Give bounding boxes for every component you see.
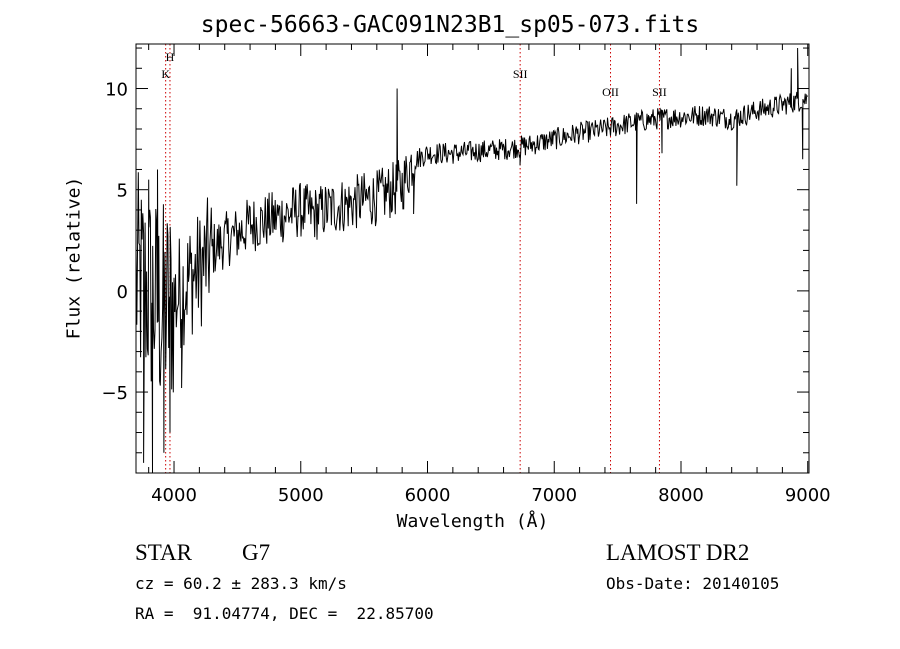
spectral-subclass: G7 — [242, 540, 271, 565]
y-tick-label: −5 — [101, 383, 128, 404]
survey-name: LAMOST DR2 — [606, 540, 750, 565]
line-marker-label: H — [166, 50, 175, 64]
x-tick-label: 6000 — [405, 485, 451, 506]
x-tick-label: 9000 — [785, 485, 831, 506]
x-tick-label: 8000 — [658, 485, 704, 506]
x-tick-label: 5000 — [278, 485, 324, 506]
line-marker-label: SII — [652, 85, 667, 99]
y-tick-label: 5 — [117, 181, 128, 202]
y-tick-label: 10 — [105, 80, 128, 101]
object-class: STAR — [135, 540, 192, 565]
coordinates: RA = 91.04774, DEC = 22.85700 — [135, 604, 434, 623]
x-tick-label: 7000 — [531, 485, 577, 506]
x-axis-label: Wavelength (Å) — [396, 511, 549, 532]
y-tick-label: 0 — [117, 282, 128, 303]
x-tick-label: 4000 — [151, 485, 197, 506]
line-marker-label: SII — [513, 67, 528, 81]
y-axis-label: Flux (relative) — [63, 176, 85, 340]
spectrum-line — [135, 47, 808, 474]
line-marker-label: K — [161, 67, 170, 81]
plot-frame — [135, 43, 810, 474]
redshift-cz: cz = 60.2 ± 283.3 km/s — [135, 574, 347, 593]
line-marker-label: OII — [602, 85, 619, 99]
observation-date: Obs-Date: 20140105 — [606, 574, 780, 593]
chart-title: spec-56663-GAC091N23B1_sp05-073.fits — [200, 12, 700, 38]
